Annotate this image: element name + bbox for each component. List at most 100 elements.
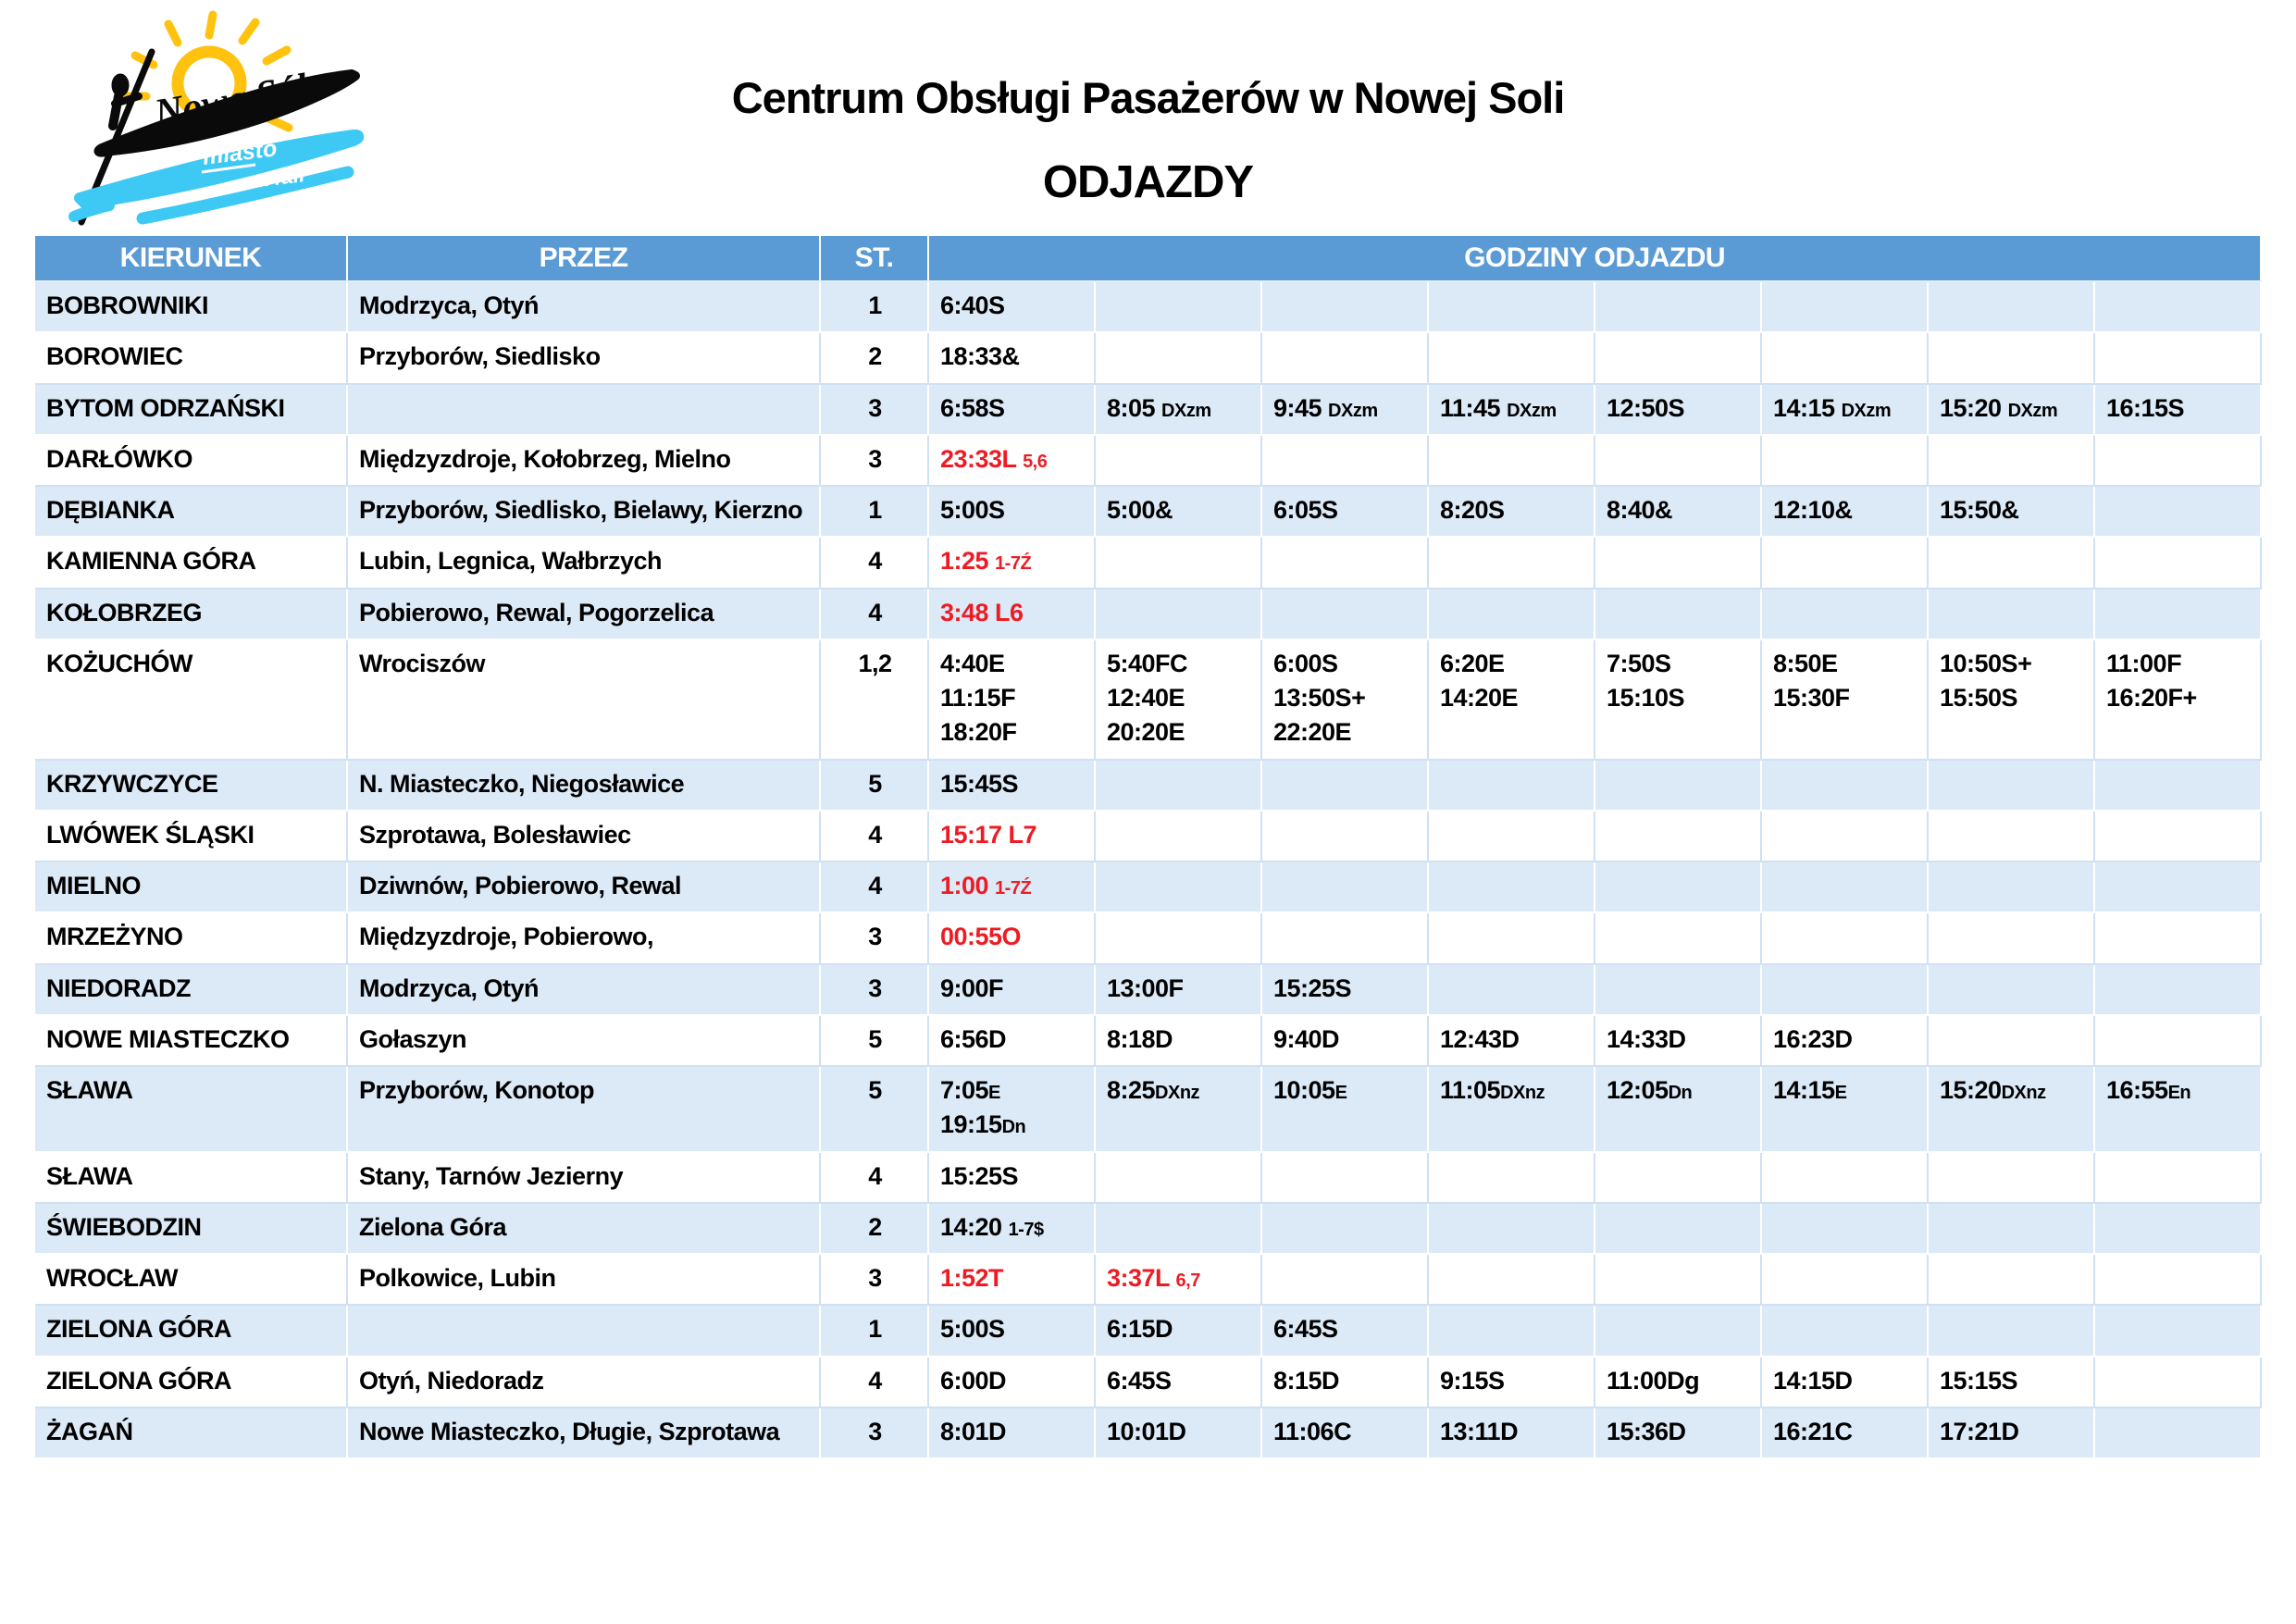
departure-time-value: 4:40E — [940, 649, 1005, 677]
departure-time: 22:20E — [1273, 715, 1418, 750]
time-cell — [1928, 1305, 2095, 1357]
time-cell: 9:15S — [1428, 1356, 1595, 1408]
departure-time-value: 11:05 — [1440, 1076, 1501, 1104]
time-cell: 3:37L 6,7 — [1095, 1254, 1262, 1307]
departure-time: 14:33D — [1607, 1023, 1751, 1057]
departure-time: 8:05 DXzm — [1107, 391, 1251, 426]
time-cell — [1261, 588, 1429, 640]
departure-time: 5:00S — [940, 493, 1085, 527]
departure-time-value: 8:20S — [1440, 496, 1505, 524]
departure-time: 12:40E — [1107, 681, 1251, 715]
departure-time-value: 15:15S — [1940, 1366, 2018, 1395]
kierunek-cell: ZIELONA GÓRA — [35, 1356, 348, 1408]
time-cell — [1095, 588, 1262, 640]
departure-time-value: 11:00Dg — [1607, 1366, 1700, 1395]
departure-time-value: 17:21D — [1940, 1417, 2019, 1445]
departure-time-value: 11:15F — [940, 684, 1016, 712]
time-cell: 1:00 1-7Ź — [928, 862, 1096, 914]
column-header-st: ST. — [820, 236, 929, 282]
time-cell — [1761, 862, 1929, 914]
departure-time-symbol: DXzm — [1161, 400, 1211, 421]
time-cell — [1261, 1254, 1429, 1307]
time-cell: 5:00S — [928, 486, 1096, 539]
przez-cell: Pobierowo, Rewal, Pogorzelica — [347, 588, 821, 640]
time-cell: 7:05E 19:15Dn — [928, 1066, 1096, 1153]
time-cell — [1595, 1151, 1762, 1204]
time-cell — [2094, 810, 2263, 863]
time-cell — [1595, 912, 1762, 965]
time-cell: 5:00S — [928, 1305, 1096, 1357]
table-row: MIELNO Dziwnów, Pobierowo, Rewal 4 1:00 1-7… — [35, 862, 2263, 914]
table-row: NOWE MIASTECZKO Gołaszyn 5 6:56D 8:18D 9:40D 1… — [35, 1014, 2263, 1068]
departure-time-value: 23:33L — [940, 444, 1024, 473]
time-cell: 8:20S — [1428, 486, 1595, 539]
departure-time: 8:25DXnz — [1107, 1073, 1251, 1108]
departure-time-value: 6:45S — [1107, 1366, 1172, 1395]
departure-time: 5:00S — [940, 1312, 1085, 1346]
time-cell: 15:36D — [1595, 1407, 1762, 1460]
time-cell — [1095, 1151, 1262, 1204]
stand-cell: 3 — [820, 963, 929, 1016]
przez-cell: Gołaszyn — [347, 1014, 821, 1068]
time-cell — [1595, 434, 1762, 488]
departure-time: 14:15E — [1773, 1073, 1917, 1108]
time-cell — [2094, 281, 2263, 334]
time-cell — [1261, 434, 1429, 488]
departure-time: 5:00& — [1107, 493, 1251, 527]
time-cell — [1761, 1151, 1929, 1204]
time-cell — [1761, 332, 1929, 385]
page-title: Centrum Obsługi Pasażerów w Nowej Soli — [731, 73, 1566, 122]
departure-time: 17:21D — [1940, 1415, 2084, 1449]
time-cell — [1761, 537, 1929, 589]
stand-cell: 5 — [820, 1066, 929, 1153]
departure-time: 14:15D — [1773, 1364, 1917, 1398]
time-cell — [1428, 1254, 1595, 1307]
przez-cell: Szprotawa, Bolesławiec — [347, 810, 821, 863]
departure-time-symbol: E — [988, 1083, 1000, 1103]
time-cell — [1928, 434, 2095, 488]
time-cell: 16:21C — [1761, 1407, 1929, 1460]
departure-time-symbol: DXzm — [2007, 400, 2058, 421]
time-cell — [1428, 1202, 1595, 1256]
przez-cell: Przyborów, Konotop — [347, 1066, 821, 1153]
time-cell: 11:45 DXzm — [1428, 383, 1595, 436]
departure-time-value: 16:55 — [2106, 1076, 2168, 1104]
stand-cell: 5 — [820, 759, 929, 812]
table-row: ŚWIEBODZIN Zielona Góra 2 14:20 1-7$ — [35, 1202, 2263, 1256]
przez-cell: Przyborów, Siedlisko, Bielawy, Kierzno — [347, 486, 821, 539]
kierunek-cell: BOROWIEC — [35, 332, 348, 385]
time-cell: 3:48 L6 — [928, 588, 1096, 640]
departure-time-symbol: E — [1334, 1083, 1347, 1103]
time-cell — [2094, 1407, 2263, 1460]
departure-time: 12:43D — [1440, 1023, 1584, 1057]
time-cell — [1761, 434, 1929, 488]
time-cell: 23:33L 5,6 — [928, 434, 1096, 488]
departure-time: 16:15S — [2106, 391, 2251, 426]
time-cell: 8:25DXnz — [1095, 1066, 1262, 1153]
stand-cell: 2 — [820, 332, 929, 385]
time-cell: 6:05S — [1261, 486, 1429, 539]
departure-time-value: 5:00S — [940, 496, 1005, 524]
departure-time: 14:20E — [1440, 681, 1584, 715]
time-cell — [1761, 1202, 1929, 1256]
departure-time: 15:10S — [1607, 681, 1751, 715]
page-subtitle: ODJAZDY — [1042, 157, 1254, 207]
departure-time-value: 13:00F — [1107, 973, 1184, 1002]
departure-time: 7:50S — [1607, 647, 1751, 681]
time-cell: 12:05Dn — [1595, 1066, 1762, 1153]
time-cell — [1928, 912, 2095, 965]
time-cell — [1595, 1202, 1762, 1256]
departure-time-symbol: Dn — [1001, 1117, 1026, 1138]
departure-time: 15:20 DXzm — [1940, 391, 2084, 426]
departure-time: 7:05E — [940, 1073, 1085, 1108]
time-cell — [1428, 1305, 1595, 1357]
departure-time-value: 14:33D — [1607, 1024, 1686, 1053]
table-row: KOŻUCHÓW Wrociszów 1,2 4:40E 11:15F 18:20F 5:4… — [35, 638, 2263, 761]
stand-cell: 3 — [820, 912, 929, 965]
departure-time: 4:40E — [940, 647, 1085, 681]
przez-cell: Międzyzdroje, Kołobrzeg, Mielno — [347, 434, 821, 488]
kierunek-cell: KOŁOBRZEG — [35, 588, 348, 640]
departure-time-value: 12:05 — [1607, 1076, 1669, 1104]
departure-time-value: 5:00& — [1107, 496, 1173, 524]
departure-time-symbol: 1-7$ — [1008, 1219, 1045, 1240]
